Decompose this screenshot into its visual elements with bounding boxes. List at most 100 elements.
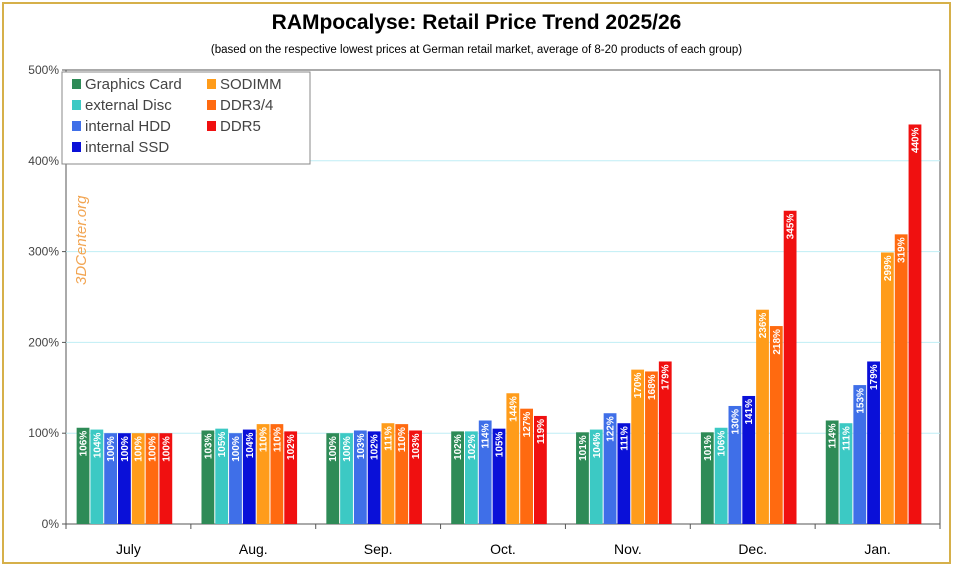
bar-value-label: 440% xyxy=(910,127,921,153)
legend-label: Graphics Card xyxy=(85,76,182,93)
bar xyxy=(326,433,340,524)
bar xyxy=(381,423,395,524)
y-tick-label: 500% xyxy=(28,63,59,77)
bar-value-label: 111% xyxy=(383,426,394,451)
bar xyxy=(825,420,839,524)
bar-value-label: 103% xyxy=(411,433,422,459)
bar-value-label: 105% xyxy=(217,432,228,458)
bar-value-label: 101% xyxy=(578,435,589,461)
bar xyxy=(270,424,284,524)
bar xyxy=(215,428,229,524)
bar-value-label: 103% xyxy=(203,433,214,459)
bar xyxy=(589,429,603,524)
bar xyxy=(159,433,173,524)
legend-swatch xyxy=(72,142,81,152)
bar xyxy=(853,385,867,524)
legend-label: DDR3/4 xyxy=(220,97,273,114)
bar xyxy=(783,210,797,525)
bar xyxy=(645,371,658,524)
bar xyxy=(714,427,728,524)
legend-box xyxy=(61,71,311,165)
bar xyxy=(839,423,853,524)
bar-value-label: 119% xyxy=(536,419,547,444)
bar-value-label: 100% xyxy=(328,436,339,462)
legend-swatch xyxy=(72,100,81,110)
bar-value-label: 144% xyxy=(508,396,519,422)
legend-swatch xyxy=(207,121,216,131)
bar xyxy=(506,393,520,524)
x-tick-label: July xyxy=(116,541,141,557)
bar-value-label: 179% xyxy=(661,364,672,390)
bar xyxy=(867,361,880,524)
bar xyxy=(769,326,783,524)
bar-value-label: 100% xyxy=(161,436,172,462)
bar-value-label: 103% xyxy=(356,433,367,459)
x-tick-label: Jan. xyxy=(864,541,890,557)
bar-value-label: 236% xyxy=(758,313,769,339)
bar-value-label: 170% xyxy=(633,373,644,399)
bar-value-label: 110% xyxy=(272,427,283,452)
bar xyxy=(145,433,159,524)
legend-label: DDR5 xyxy=(220,118,261,135)
bar-value-label: 122% xyxy=(606,416,617,442)
bar-value-label: 100% xyxy=(106,436,117,462)
legend-swatch xyxy=(207,100,216,110)
bar xyxy=(576,432,589,524)
bar-value-label: 114% xyxy=(481,423,492,448)
bar xyxy=(603,413,617,524)
y-tick-label: 100% xyxy=(28,426,59,440)
legend-label: SODIMM xyxy=(220,76,282,93)
y-tick-label: 400% xyxy=(28,154,59,168)
bar xyxy=(229,433,242,524)
bar xyxy=(256,424,270,524)
bar-value-label: 141% xyxy=(744,399,755,425)
x-tick-label: Oct. xyxy=(490,541,516,557)
bar xyxy=(90,429,104,524)
bar-value-label: 319% xyxy=(897,237,908,263)
bar xyxy=(395,424,409,524)
bar xyxy=(658,361,672,524)
bar-value-label: 179% xyxy=(869,364,880,390)
legend-swatch xyxy=(72,79,81,89)
bar xyxy=(631,369,645,524)
bar xyxy=(284,431,298,524)
bar xyxy=(478,420,492,524)
bar-value-label: 100% xyxy=(120,436,131,462)
bar-value-label: 110% xyxy=(259,427,270,452)
bar xyxy=(451,431,464,524)
bar-value-label: 111% xyxy=(619,426,630,451)
bar-value-label: 100% xyxy=(342,436,353,462)
bar xyxy=(492,428,506,524)
x-tick-label: Dec. xyxy=(738,541,767,557)
bar-value-label: 100% xyxy=(148,436,159,462)
chart-title: RAMpocalyse: Retail Price Trend 2025/26 xyxy=(271,11,682,34)
bar xyxy=(242,429,256,524)
bar-value-label: 104% xyxy=(245,432,256,458)
bar xyxy=(700,432,714,524)
bar-value-label: 104% xyxy=(592,432,603,458)
bar-value-label: 130% xyxy=(730,409,741,435)
bar xyxy=(201,430,215,524)
bar xyxy=(367,431,381,524)
bar-value-label: 218% xyxy=(772,329,783,355)
bar-value-label: 100% xyxy=(134,436,145,462)
bar-value-label: 102% xyxy=(286,434,297,460)
bar xyxy=(728,405,742,524)
bar xyxy=(520,408,533,524)
bar-value-label: 106% xyxy=(717,431,728,457)
bar xyxy=(76,427,90,524)
bar xyxy=(742,395,756,524)
y-tick-label: 300% xyxy=(28,245,59,259)
bar-value-label: 110% xyxy=(397,427,408,452)
x-tick-label: Sep. xyxy=(364,541,393,557)
legend-swatch xyxy=(72,121,81,131)
bar xyxy=(894,234,908,524)
bar xyxy=(118,433,131,524)
bar-value-label: 168% xyxy=(647,374,658,400)
bar-value-label: 101% xyxy=(703,435,714,461)
bar xyxy=(465,431,478,524)
bar-value-label: 153% xyxy=(855,388,866,414)
legend-swatch xyxy=(207,79,216,89)
bar-value-label: 102% xyxy=(467,434,478,460)
